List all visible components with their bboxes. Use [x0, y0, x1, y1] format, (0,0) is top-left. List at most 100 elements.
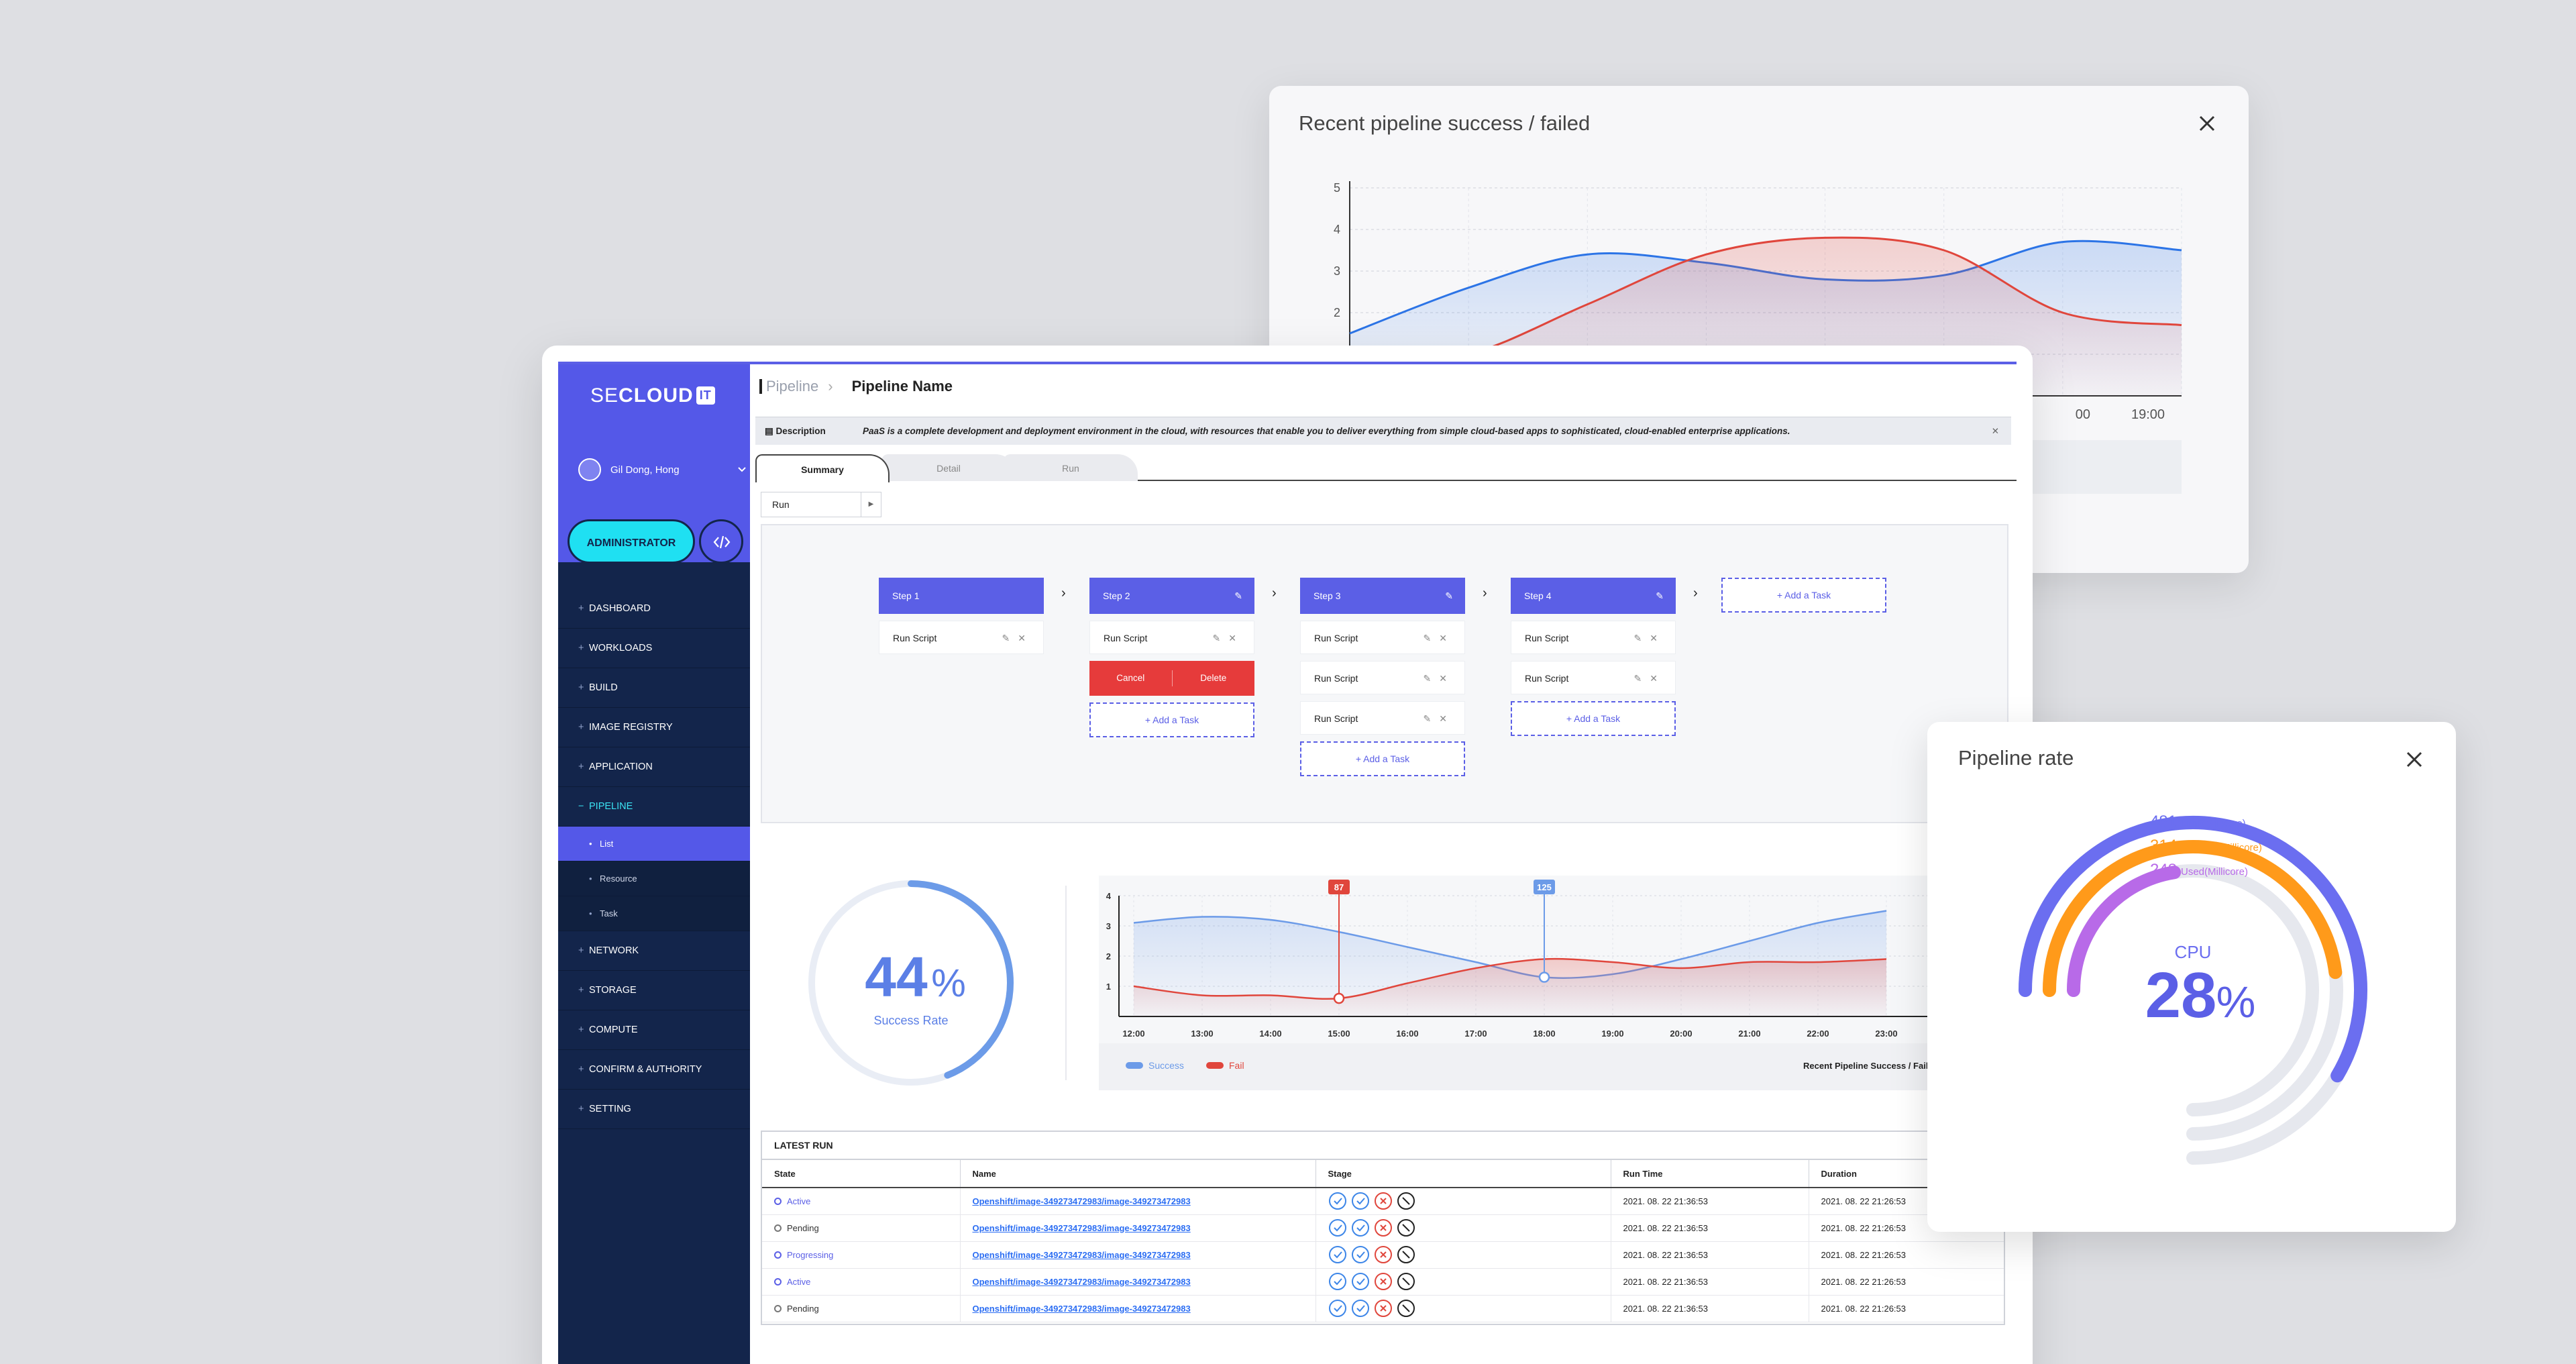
- edit-icon[interactable]: ✎: [1445, 590, 1453, 601]
- task-item[interactable]: Run Script ✎✕: [1300, 621, 1465, 654]
- nav-pipeline-resource[interactable]: • Resource: [558, 861, 750, 896]
- pipeline-link[interactable]: Openshift/image-349273472983/image-34927…: [972, 1222, 1191, 1233]
- table-row[interactable]: Pending Openshift/image-349273472983/imag…: [762, 1295, 2004, 1322]
- add-task-button[interactable]: + Add a Task: [1300, 741, 1465, 776]
- tab-run[interactable]: Run: [1004, 454, 1138, 481]
- state-label: Active: [787, 1196, 811, 1206]
- nav-application[interactable]: + APPLICATION: [558, 747, 750, 787]
- step-header[interactable]: Step 1: [879, 578, 1044, 614]
- user-menu[interactable]: Gil Dong, Hong: [578, 458, 746, 499]
- y-tick-label: 2: [1106, 951, 1111, 961]
- nav-confirm-authority[interactable]: + CONFIRM & AUTHORITY: [558, 1050, 750, 1090]
- table-row[interactable]: Active Openshift/image-349273472983/image…: [762, 1268, 2004, 1296]
- col-run-time[interactable]: Run Time: [1610, 1159, 1809, 1188]
- nav-workloads[interactable]: + WORKLOADS: [558, 629, 750, 668]
- stage-cell: [1315, 1188, 1611, 1215]
- gauge-value: 44: [865, 945, 928, 1008]
- close-icon[interactable]: ✕: [1991, 426, 1999, 436]
- pipeline-link[interactable]: Openshift/image-349273472983/image-34927…: [972, 1249, 1191, 1260]
- step-2: Step 2 ✎ Run Script ✎✕ Cancel Delete + Add …: [1089, 578, 1254, 737]
- state-cell: Pending: [762, 1214, 960, 1242]
- annotation-label: 87: [1334, 882, 1344, 892]
- add-task-button[interactable]: + Add a Task: [1089, 702, 1254, 737]
- edit-delete-icons[interactable]: ✎✕: [1633, 673, 1666, 684]
- success-rate-gauge: 44 % Success Rate: [808, 880, 1014, 1086]
- role-button[interactable]: ADMINISTRATOR: [568, 519, 695, 564]
- duration-cell: 2021. 08. 22 21:26:53: [1808, 1295, 2004, 1322]
- check-icon: [1351, 1192, 1369, 1210]
- ring-value-label: 314: [2150, 837, 2177, 855]
- delete-button[interactable]: Delete: [1171, 670, 1255, 686]
- step-header[interactable]: Step 2 ✎: [1089, 578, 1254, 614]
- nav-dashboard[interactable]: + DASHBOARD: [558, 589, 750, 629]
- tab-detail[interactable]: Detail: [881, 454, 1016, 481]
- task-item[interactable]: Run Script ✎✕: [1511, 621, 1676, 654]
- table-row[interactable]: Progressing Openshift/image-349273472983/…: [762, 1241, 2004, 1269]
- latest-run-table: LATEST RUN State Name Stage Run Time Dur…: [761, 1131, 2005, 1325]
- close-icon[interactable]: [2196, 113, 2218, 134]
- x-tick-label: 20:00: [1670, 1029, 1692, 1039]
- col-state[interactable]: State: [762, 1159, 960, 1188]
- tab-summary[interactable]: Summary: [755, 454, 890, 482]
- nav-network[interactable]: + NETWORK: [558, 931, 750, 971]
- series-line: [1133, 957, 1887, 1000]
- nav-pipeline[interactable]: − PIPELINE: [558, 787, 750, 827]
- step-header[interactable]: Step 3 ✎: [1300, 578, 1465, 614]
- breadcrumb-pipeline[interactable]: Pipeline: [766, 378, 819, 395]
- task-item[interactable]: Run Script ✎✕: [1089, 621, 1254, 654]
- task-item[interactable]: Run Script ✎✕: [879, 621, 1044, 654]
- task-item[interactable]: Run Script ✎✕: [1300, 701, 1465, 735]
- x-tick-label: 15:00: [1328, 1029, 1350, 1039]
- code-view-button[interactable]: [699, 519, 743, 564]
- duration-cell: 2021. 08. 22 21:26:53: [1808, 1241, 2004, 1269]
- check-icon: [1351, 1219, 1369, 1237]
- y-tick-label: 5: [1334, 181, 1340, 195]
- table-row[interactable]: Active Openshift/image-349273472983/image…: [762, 1188, 2004, 1215]
- pipeline-link[interactable]: Openshift/image-349273472983/image-34927…: [972, 1276, 1191, 1287]
- name-cell: Openshift/image-349273472983/image-34927…: [959, 1295, 1316, 1322]
- nav-build[interactable]: + BUILD: [558, 668, 750, 708]
- nav-pipeline-list[interactable]: • List: [558, 827, 750, 861]
- run-select[interactable]: Run ▶: [761, 492, 881, 517]
- pipeline-link[interactable]: Openshift/image-349273472983/image-34927…: [972, 1303, 1191, 1314]
- arrow-right-icon: ›: [1693, 586, 1698, 600]
- step-header[interactable]: Step 4 ✎: [1511, 578, 1676, 614]
- add-task-button[interactable]: + Add a Task: [1721, 578, 1886, 613]
- nav-storage[interactable]: + STORAGE: [558, 971, 750, 1010]
- x-icon: [1374, 1192, 1392, 1210]
- edit-delete-icons[interactable]: ✎✕: [1212, 633, 1244, 643]
- edit-icon[interactable]: ✎: [1656, 590, 1664, 601]
- x-tick-label: 16:00: [1396, 1029, 1418, 1039]
- nav-setting[interactable]: + SETTING: [558, 1090, 750, 1129]
- ring-name-label: Request(Millicore): [2181, 842, 2262, 853]
- pipeline-link[interactable]: Openshift/image-349273472983/image-34927…: [972, 1196, 1191, 1206]
- gauge-label: Success Rate: [873, 1014, 948, 1027]
- nav-compute[interactable]: + COMPUTE: [558, 1010, 750, 1050]
- check-icon: [1328, 1219, 1346, 1237]
- annotation-point: [1333, 992, 1345, 1004]
- col-stage[interactable]: Stage: [1315, 1159, 1611, 1188]
- y-tick-label: 4: [1106, 891, 1112, 901]
- edit-icon[interactable]: ✎: [1234, 590, 1242, 601]
- edit-delete-icons[interactable]: ✎✕: [1633, 633, 1666, 643]
- col-name[interactable]: Name: [959, 1159, 1316, 1188]
- edit-delete-icons[interactable]: ✎✕: [1002, 633, 1034, 643]
- status-dot: [774, 1224, 782, 1232]
- ring-value: [2019, 816, 2367, 1083]
- stage-cell: [1315, 1295, 1611, 1322]
- task-item[interactable]: Run Script ✎✕: [1511, 661, 1676, 694]
- table-row[interactable]: Pending Openshift/image-349273472983/imag…: [762, 1214, 2004, 1242]
- edit-delete-icons[interactable]: ✎✕: [1423, 713, 1455, 724]
- divider: [1065, 886, 1067, 1080]
- edit-delete-icons[interactable]: ✎✕: [1423, 633, 1455, 643]
- nav-image-registry[interactable]: + IMAGE REGISTRY: [558, 708, 750, 747]
- code-icon: [713, 535, 731, 549]
- stage-cell: [1315, 1241, 1611, 1269]
- edit-delete-icons[interactable]: ✎✕: [1423, 673, 1455, 684]
- nav-pipeline-task[interactable]: • Task: [558, 896, 750, 931]
- task-item[interactable]: Run Script ✎✕: [1300, 661, 1465, 694]
- add-task-button[interactable]: + Add a Task: [1511, 701, 1676, 736]
- breadcrumb: Pipeline › Pipeline Name: [759, 378, 953, 395]
- close-icon[interactable]: [2404, 749, 2425, 770]
- cancel-button[interactable]: Cancel: [1116, 673, 1145, 683]
